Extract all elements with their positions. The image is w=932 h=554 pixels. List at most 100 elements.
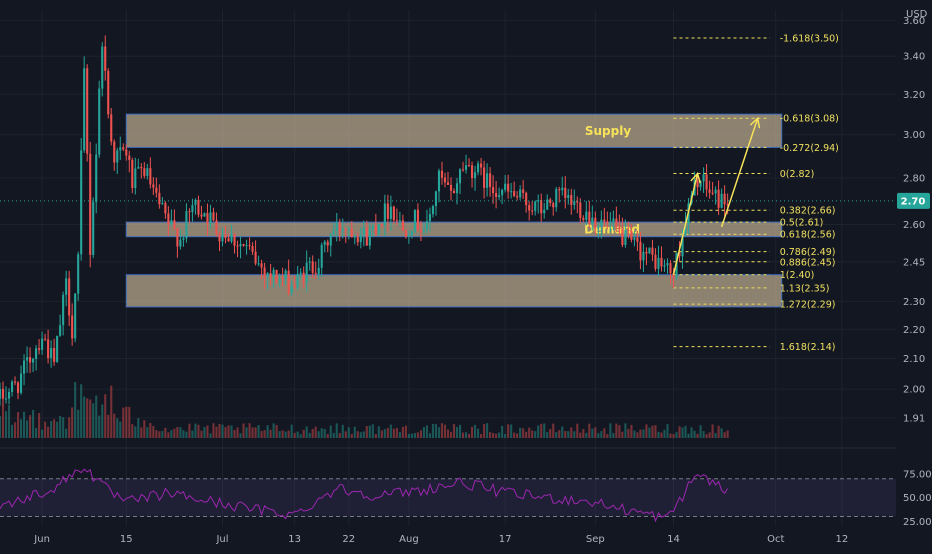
volume-bar — [425, 425, 429, 438]
volume-bar — [215, 426, 218, 438]
current-price-label: 2.70 — [901, 196, 926, 207]
volume-bar — [672, 434, 675, 438]
candle-body — [368, 229, 371, 246]
candle-body — [182, 238, 185, 240]
volume-bar — [173, 428, 176, 438]
candle-body — [185, 211, 188, 239]
volume-bar — [690, 427, 693, 438]
volume-bar — [179, 427, 182, 438]
volume-bar — [305, 426, 308, 438]
candle-body — [248, 245, 251, 247]
candle-body — [266, 273, 269, 278]
candle-body — [338, 222, 341, 231]
candle-body — [495, 193, 498, 197]
volume-bar — [53, 419, 56, 438]
candle-body — [188, 211, 191, 213]
candle-body — [83, 68, 86, 151]
candle-body — [164, 203, 167, 214]
time-tick-label-4: 22 — [342, 534, 355, 545]
volume-bar — [344, 431, 347, 438]
candle-body — [480, 163, 483, 168]
volume-bar — [332, 432, 335, 438]
candle-body — [16, 382, 20, 393]
candle-body — [446, 182, 450, 185]
volume-bar — [498, 432, 501, 438]
volume-bar — [486, 423, 489, 438]
volume-bar — [591, 428, 594, 438]
volume-bar — [272, 423, 275, 438]
volume-bar — [299, 434, 302, 438]
candle-body — [38, 348, 41, 350]
volume-bar — [152, 425, 155, 438]
candle-body — [531, 210, 534, 212]
volume-bar — [365, 426, 368, 438]
volume-bar — [218, 423, 221, 438]
demand-zone[interactable] — [125, 221, 783, 238]
volume-bar — [603, 428, 606, 438]
candle-body — [702, 174, 705, 182]
candle-body — [149, 168, 152, 185]
candle-body — [173, 220, 176, 229]
candle-body — [540, 200, 543, 214]
volume-bar — [474, 424, 477, 438]
volume-bar — [158, 431, 161, 438]
volume-bar — [56, 421, 59, 438]
candle-body — [161, 203, 164, 205]
price-tick-label-1: 3.40 — [903, 52, 925, 63]
volume-bar — [13, 422, 17, 438]
arrow-line-0[interactable] — [672, 173, 699, 275]
candle-body — [696, 180, 699, 188]
candle-body — [35, 348, 38, 359]
price-tick-label-2: 3.20 — [903, 90, 925, 101]
candle-body — [13, 381, 17, 383]
candle-body — [200, 214, 203, 217]
candle-body — [588, 211, 591, 224]
volume-bar — [452, 424, 456, 438]
volume-bar — [224, 427, 227, 438]
volume-bar — [35, 427, 38, 438]
currency-label: USD — [906, 9, 928, 20]
candle-body — [62, 294, 65, 326]
volume-bar — [44, 421, 47, 438]
volume-bar — [495, 433, 498, 438]
volume-bar — [164, 427, 167, 438]
fib-label-9: 1(2.40) — [780, 270, 815, 281]
volume-bar — [191, 430, 194, 438]
arrow-line-1[interactable] — [720, 117, 759, 228]
price-tick-label-0: 3.60 — [903, 16, 925, 27]
rsi-band — [0, 478, 896, 517]
fib-label-12: 1.618(2.14) — [780, 342, 836, 353]
rsi-pane[interactable]: 75.00 50.00 25.00 — [0, 468, 932, 528]
candle-body — [576, 201, 579, 203]
volume-bar — [597, 433, 600, 438]
time-axis[interactable]: Jun 15 Jul 13 22 Aug 17 Sep 14 Oct 12 — [33, 534, 848, 545]
price-tick-label-7: 2.30 — [903, 297, 925, 308]
volume-bar — [639, 429, 642, 438]
volume-bar — [711, 424, 714, 438]
candle-body — [407, 235, 410, 237]
fib-label-2: -0.272(2.94) — [780, 143, 839, 154]
candle-body — [65, 278, 68, 295]
volume-bar — [380, 430, 383, 438]
volume-bar — [101, 404, 104, 438]
candle-body — [50, 347, 53, 359]
candle-body — [80, 150, 83, 255]
volume-bar — [317, 431, 320, 438]
projection-arrows[interactable] — [672, 116, 761, 275]
volume-bar — [609, 423, 612, 438]
volume-bar — [41, 429, 44, 438]
supply-zone[interactable] — [125, 113, 783, 148]
candle-body — [290, 285, 293, 293]
candle-body — [624, 229, 627, 245]
lower-zone[interactable] — [125, 274, 783, 308]
candle-body — [434, 191, 438, 207]
candle-body — [648, 247, 651, 254]
fibonacci-extension[interactable]: -1.618(3.50) -0.618(3.08) -0.272(2.94) 0(2.… — [673, 34, 839, 354]
candle-body — [492, 187, 495, 194]
volume-bar — [212, 423, 215, 438]
candle-body — [341, 229, 344, 231]
